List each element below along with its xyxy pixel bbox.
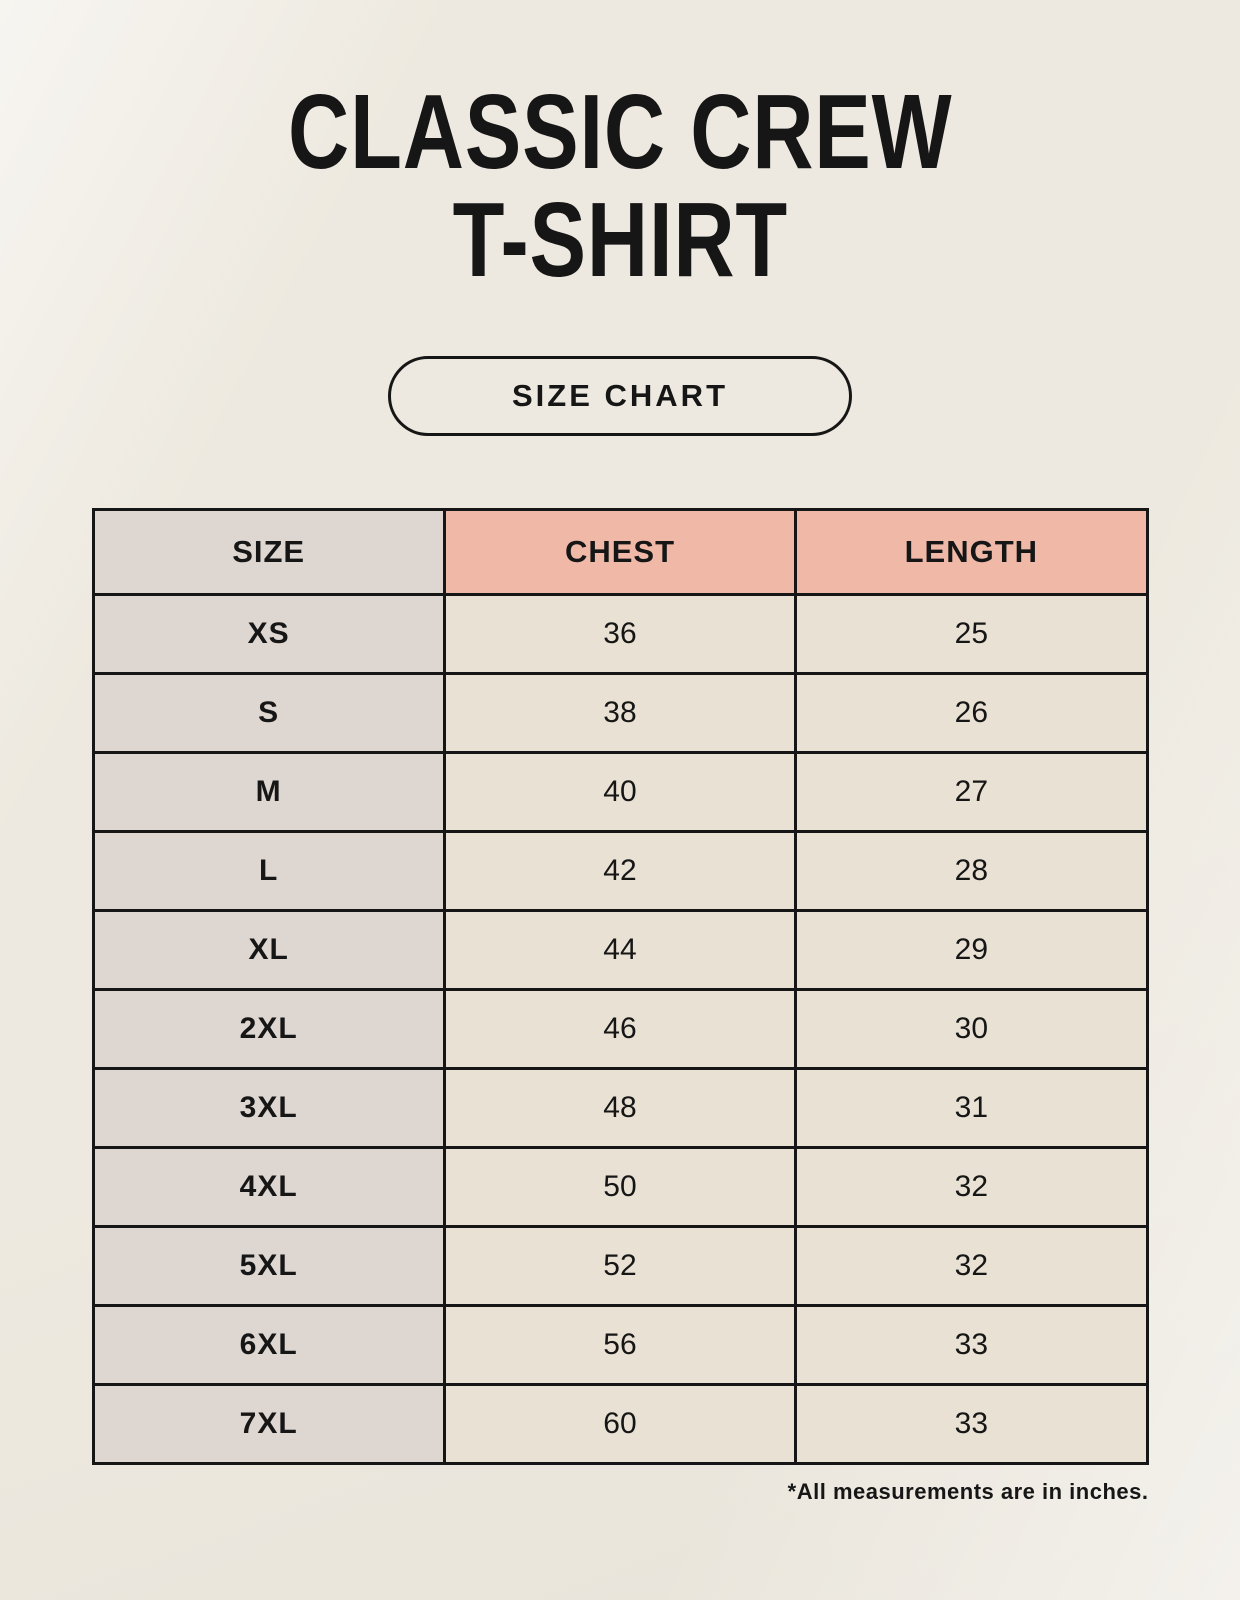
table-row: 5XL 52 32 (91, 1225, 1149, 1308)
size-chart-table: SIZE CHEST LENGTH XS 36 25 S 38 26 M 40 27 L 42 28 X… (91, 508, 1149, 1466)
size-chart-button[interactable]: SIZE CHART (388, 356, 852, 437)
table-row: L 42 28 (91, 830, 1149, 913)
size-chart-body: XS 36 25 S 38 26 M 40 27 L 42 28 XL 44 29 2XL 46 30 3XL 48 3… (91, 593, 1149, 1466)
size-cell: 4XL (91, 1146, 446, 1229)
table-row: S 38 26 (91, 672, 1149, 755)
chest-cell: 52 (442, 1225, 798, 1308)
length-cell: 27 (794, 751, 1149, 834)
chest-cell: 56 (442, 1304, 798, 1387)
length-cell: 32 (794, 1146, 1149, 1229)
page-title-line1: CLASSIC CREW (287, 73, 953, 191)
length-cell: 26 (794, 672, 1149, 755)
chest-cell: 38 (442, 672, 798, 755)
length-cell: 29 (794, 909, 1149, 992)
table-header: SIZE CHEST LENGTH (91, 508, 1149, 597)
size-cell: M (91, 751, 446, 834)
size-chart-table-wrapper: SIZE CHEST LENGTH XS 36 25 S 38 26 M 40 27 L 42 28 X… (91, 508, 1149, 1466)
size-cell: 3XL (91, 1067, 446, 1150)
header-row: SIZE CHEST LENGTH (91, 508, 1149, 597)
page-title: CLASSIC CREW T-SHIRT (288, 78, 952, 294)
length-cell: 33 (794, 1304, 1149, 1387)
size-cell: 2XL (91, 988, 446, 1071)
table-row: 6XL 56 33 (91, 1304, 1149, 1387)
chest-cell: 48 (442, 1067, 798, 1150)
chest-cell: 36 (442, 593, 798, 676)
size-cell: XL (91, 909, 446, 992)
size-cell: L (91, 830, 446, 913)
column-header-size: SIZE (91, 508, 446, 597)
chest-cell: 40 (442, 751, 798, 834)
measurements-footnote: *All measurements are in inches. (787, 1479, 1149, 1505)
chest-cell: 50 (442, 1146, 798, 1229)
chest-cell: 42 (442, 830, 798, 913)
length-cell: 32 (794, 1225, 1149, 1308)
chest-cell: 46 (442, 988, 798, 1071)
length-cell: 33 (794, 1383, 1149, 1466)
table-row: 4XL 50 32 (91, 1146, 1149, 1229)
column-header-chest: CHEST (442, 508, 798, 597)
page-title-line2: T-SHIRT (452, 181, 788, 300)
length-cell: 28 (794, 830, 1149, 913)
chest-cell: 44 (442, 909, 798, 992)
length-cell: 31 (794, 1067, 1149, 1150)
table-row: XL 44 29 (91, 909, 1149, 992)
length-cell: 25 (794, 593, 1149, 676)
chest-cell: 60 (442, 1383, 798, 1466)
table-row: 3XL 48 31 (91, 1067, 1149, 1150)
table-row: M 40 27 (91, 751, 1149, 834)
size-cell: S (91, 672, 446, 755)
column-header-length: LENGTH (794, 508, 1149, 597)
size-cell: XS (91, 593, 446, 676)
size-cell: 6XL (91, 1304, 446, 1387)
table-row: 7XL 60 33 (91, 1383, 1149, 1466)
size-cell: 7XL (91, 1383, 446, 1466)
table-row: 2XL 46 30 (91, 988, 1149, 1071)
table-row: XS 36 25 (91, 593, 1149, 676)
length-cell: 30 (794, 988, 1149, 1071)
size-cell: 5XL (91, 1225, 446, 1308)
